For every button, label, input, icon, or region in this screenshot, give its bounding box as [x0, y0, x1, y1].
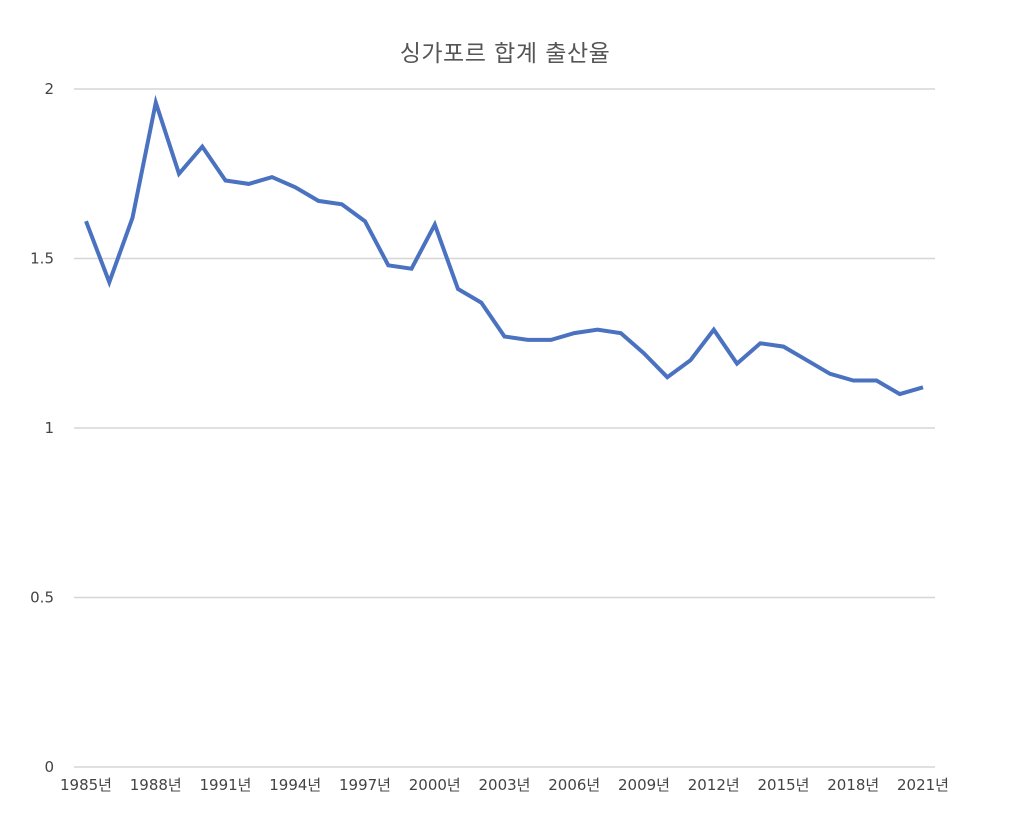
x-tick-label: 2009년 — [618, 776, 670, 794]
x-tick-label: 1985년 — [60, 776, 112, 794]
x-axis-ticks: 1985년 1988년 1991년 1994년 1997년 2000년 2003년 2006년… — [60, 776, 949, 794]
y-tick-label: 0.5 — [30, 589, 54, 607]
x-tick-label: 2000년 — [409, 776, 461, 794]
gridlines — [74, 88, 935, 768]
x-tick-label: 2015년 — [758, 776, 810, 794]
y-tick-label: 1 — [44, 419, 54, 437]
x-tick-label: 1991년 — [200, 776, 252, 794]
y-tick-label: 2 — [44, 80, 54, 98]
x-tick-label: 2006년 — [548, 776, 600, 794]
x-tick-label: 1997년 — [339, 776, 391, 794]
data-series — [84, 94, 924, 397]
y-axis-ticks: 0 0.5 1 1.5 2 — [30, 80, 54, 776]
y-tick-label: 1.5 — [30, 250, 54, 268]
x-tick-label: 1988년 — [130, 776, 182, 794]
x-tick-label: 2018년 — [827, 776, 879, 794]
x-tick-label: 2021년 — [897, 776, 949, 794]
x-tick-label: 1994년 — [269, 776, 321, 794]
chart-title: 싱가포르 합계 출산율 — [399, 41, 611, 67]
x-tick-label: 2012년 — [688, 776, 740, 794]
series-line — [84, 94, 924, 397]
x-tick-label: 2003년 — [479, 776, 531, 794]
y-tick-label: 0 — [44, 758, 54, 776]
